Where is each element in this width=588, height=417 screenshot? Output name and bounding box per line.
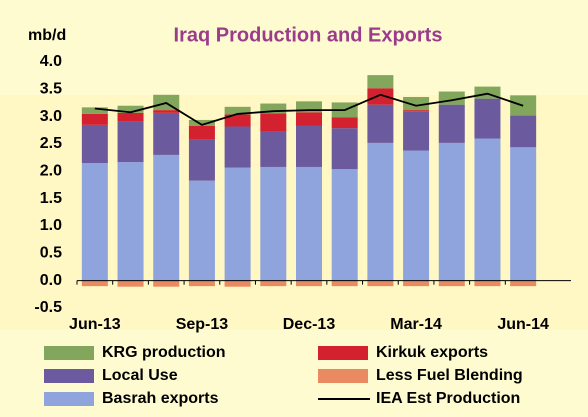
y-tick-label: 0.0: [40, 272, 62, 289]
x-tick-label: Jun-13: [69, 316, 121, 333]
bar-segment: [153, 110, 180, 113]
bar-segment: [331, 169, 358, 281]
bar-segment: [510, 280, 537, 287]
legend-label: Kirkuk exports: [376, 344, 488, 361]
bar-segment: [296, 125, 322, 167]
bar-segment: [367, 280, 394, 287]
bar-segment: [367, 75, 394, 89]
x-tick-label: Dec-13: [283, 316, 336, 333]
bar-segment: [438, 280, 465, 287]
bar-segment: [260, 166, 287, 281]
bar-segment: [331, 280, 358, 287]
bar-segment: [224, 106, 251, 115]
bar-segment: [438, 104, 465, 143]
bar-segment: [260, 280, 287, 287]
y-tick-label: 3.0: [40, 108, 62, 125]
bar-segment: [331, 128, 358, 170]
bar-segment: [474, 98, 501, 139]
bar-segment: [117, 112, 144, 122]
bar-segment: [296, 101, 322, 113]
bar-segment: [117, 121, 144, 163]
bar-segment: [403, 280, 430, 287]
y-tick-label: 1.0: [40, 217, 62, 234]
bar-segment: [81, 280, 108, 287]
legend-label: IEA Est Production: [376, 390, 520, 407]
bar-segment: [81, 163, 108, 281]
legend-label: Local Use: [102, 367, 178, 384]
x-tick-label: Mar-14: [390, 316, 442, 333]
bar-segment: [296, 280, 322, 287]
bar-segment: [403, 150, 430, 281]
bar-segment: [188, 119, 215, 126]
line: [94, 92, 524, 126]
bar-segment: [153, 112, 180, 155]
x-tick-label: Sep-13: [176, 316, 229, 333]
bar-segment: [403, 96, 430, 111]
bar-segment: [117, 280, 144, 287]
legend-swatch: [318, 369, 368, 383]
bar-segment: [367, 104, 394, 143]
bar-segment: [224, 167, 251, 281]
bar-segment: [81, 107, 108, 114]
bar-segment: [403, 110, 430, 112]
bar-segment: [331, 117, 358, 129]
bar-segment: [188, 139, 215, 181]
bar-segment: [510, 147, 537, 281]
y-tick-label: 1.5: [40, 190, 62, 207]
bar-segment: [224, 280, 251, 287]
bar-segment: [260, 131, 287, 167]
bar-segment: [224, 126, 251, 168]
bar-segment: [403, 111, 430, 151]
legend-swatch: [44, 369, 94, 383]
bar-segment: [260, 103, 287, 114]
y-tick-label: 2.0: [40, 163, 62, 180]
y-tick-label: 0.5: [40, 245, 62, 262]
bar-segment: [367, 88, 394, 105]
y-tick-label: -0.5: [34, 299, 62, 316]
legend-swatch: [318, 346, 368, 360]
bar-segment: [296, 112, 322, 126]
bar-segment: [474, 138, 501, 281]
bar-segment: [260, 113, 287, 132]
bar-segment: [188, 280, 215, 287]
bar-segment: [510, 115, 537, 148]
legend-swatch: [44, 346, 94, 360]
bar-segment: [188, 125, 215, 140]
bar-segment: [117, 162, 144, 281]
bar-segment: [296, 166, 322, 281]
legend-swatch: [44, 392, 94, 406]
bar-segment: [81, 113, 108, 125]
bar-segment: [367, 142, 394, 281]
x-tick-label: Jun-14: [497, 316, 549, 333]
y-tick-label: 3.5: [40, 81, 62, 98]
legend-label: KRG production: [102, 344, 226, 361]
y-axis-label: mb/d: [28, 27, 66, 44]
bar-segment: [117, 105, 144, 113]
bar-segment: [153, 280, 180, 287]
legend-label: Basrah exports: [102, 390, 219, 407]
bar-segment: [81, 124, 108, 164]
bar-segment: [438, 142, 465, 281]
bar-segment: [474, 280, 501, 287]
legend-label: Less Fuel Blending: [376, 367, 523, 384]
bar-segment: [153, 154, 180, 281]
chart-title: Iraq Production and Exports: [174, 24, 443, 46]
y-tick-label: 2.5: [40, 135, 62, 152]
bar-segment: [224, 114, 251, 127]
bar-segment: [188, 180, 215, 281]
y-tick-label: 4.0: [40, 53, 62, 70]
